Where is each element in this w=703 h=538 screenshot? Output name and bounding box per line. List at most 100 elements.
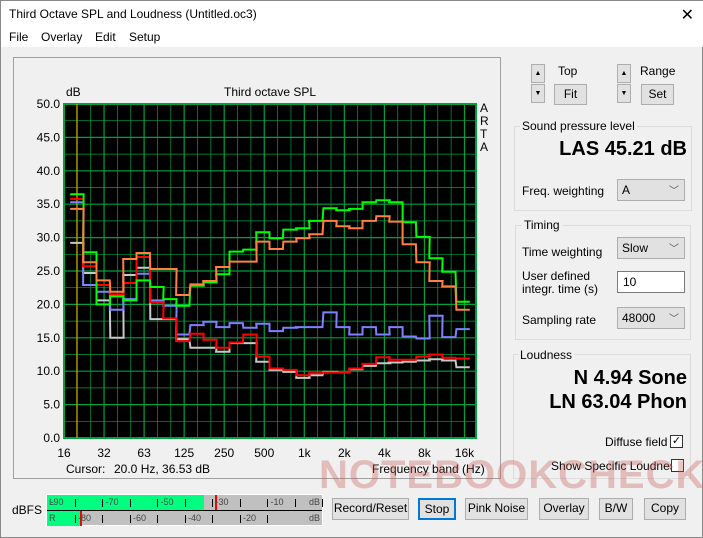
x-tick-label: 8k bbox=[418, 446, 432, 460]
right-channel-label: R bbox=[49, 513, 56, 523]
freq-weighting-label: Freq. weighting bbox=[522, 184, 605, 198]
close-icon[interactable]: ✕ bbox=[680, 7, 694, 24]
left-level-bar bbox=[47, 495, 204, 510]
y-tick-label: 10.0 bbox=[37, 364, 61, 378]
meter-tick-label: -50 bbox=[160, 497, 174, 507]
meter-tick bbox=[102, 515, 103, 523]
meter-tick bbox=[74, 499, 76, 507]
menu-file[interactable]: File bbox=[9, 30, 29, 44]
fit-button[interactable]: Fit bbox=[554, 84, 587, 105]
cursor-readout: 20.0 Hz, 36.53 dB bbox=[114, 462, 211, 476]
cursor-label: Cursor: bbox=[66, 462, 106, 476]
range-up-button[interactable]: ▲ bbox=[617, 64, 631, 83]
y-tick-label: 40.0 bbox=[37, 164, 61, 178]
sampling-rate-select[interactable]: 48000 ﹀ bbox=[617, 307, 685, 329]
meter-tick-label: -90 bbox=[50, 497, 64, 507]
y-tick-label: 15.0 bbox=[37, 331, 61, 345]
freq-weighting-select[interactable]: A ﹀ bbox=[617, 179, 685, 201]
meter-tick bbox=[184, 515, 186, 523]
meter-tick-label: -20 bbox=[243, 513, 257, 523]
set-button[interactable]: Set bbox=[641, 84, 674, 105]
stop-button[interactable]: Stop bbox=[418, 498, 456, 520]
meter-db-label: dB bbox=[309, 513, 321, 523]
timing-group bbox=[515, 225, 691, 340]
range-label: Range bbox=[640, 64, 676, 78]
menu-overlay[interactable]: Overlay bbox=[41, 30, 83, 44]
meter-tick bbox=[102, 499, 103, 507]
loudness-group-label: Loudness bbox=[518, 348, 575, 362]
top-label: Top bbox=[558, 64, 578, 78]
bw-button[interactable]: B/W bbox=[599, 498, 633, 520]
freq-weighting-value: A bbox=[622, 183, 631, 197]
meter-tick bbox=[184, 499, 186, 507]
time-weighting-select[interactable]: Slow ﹀ bbox=[617, 237, 685, 259]
meter-tick bbox=[267, 499, 268, 507]
x-tick-label: 250 bbox=[214, 446, 234, 460]
y-tick-label: 45.0 bbox=[37, 130, 61, 144]
range-down-button[interactable]: ▼ bbox=[617, 84, 631, 103]
x-tick-label: 16 bbox=[57, 446, 71, 460]
chart-title: Third octave SPL bbox=[224, 85, 317, 99]
loudness-phon: LN 63.04 Phon bbox=[549, 391, 687, 413]
meter-tick bbox=[239, 499, 241, 507]
meter-tick-label: -30 bbox=[215, 497, 229, 507]
loudness-sone: N 4.94 Sone bbox=[573, 367, 687, 389]
meter-tick-label: -60 bbox=[133, 513, 147, 523]
left-peak-marker bbox=[214, 495, 217, 510]
integ-time-label-2: integr. time (s) bbox=[522, 282, 599, 296]
record-reset-button[interactable]: Record/Reset bbox=[332, 498, 409, 520]
meter-tick-label: -80 bbox=[78, 513, 92, 523]
window-title: Third Octave SPL and Loudness (Untitled.… bbox=[9, 7, 257, 21]
notebookcheck-watermark: NOTEBOOKCHECK bbox=[319, 453, 703, 497]
meter-db-label: dB bbox=[309, 497, 321, 507]
meter-tick-label: -70 bbox=[105, 497, 119, 507]
las-value: LAS 45.21 dB bbox=[559, 138, 687, 160]
overlay-button[interactable]: Overlay bbox=[539, 498, 589, 520]
timing-group-label: Timing bbox=[522, 218, 562, 232]
menu-edit[interactable]: Edit bbox=[95, 30, 116, 44]
meter-tick bbox=[129, 499, 131, 507]
right-peak-marker bbox=[80, 511, 82, 526]
chart-panel: 0.0 5.0 10.0 15.0 20.0 25.0 30.0 35.0 40.0 45.0 50… bbox=[13, 57, 501, 479]
series-line-2 bbox=[70, 197, 470, 377]
x-tick-label: 4k bbox=[378, 446, 392, 460]
specific-loudness-checkbox[interactable] bbox=[671, 459, 684, 472]
x-tick-label: 1k bbox=[298, 446, 312, 460]
top-up-button[interactable]: ▲ bbox=[531, 64, 545, 83]
y-tick-label: 0.0 bbox=[43, 431, 60, 445]
copy-button[interactable]: Copy bbox=[644, 498, 686, 520]
right-level-bar bbox=[47, 511, 80, 526]
diffuse-field-label: Diffuse field bbox=[605, 435, 668, 449]
menu-setup[interactable]: Setup bbox=[129, 30, 161, 44]
y-tick-label: 5.0 bbox=[43, 398, 60, 412]
pink-noise-button[interactable]: Pink Noise bbox=[465, 498, 528, 520]
meter-tick bbox=[157, 515, 158, 523]
meter-tick-label: -40 bbox=[188, 513, 202, 523]
integ-time-input[interactable]: 10 bbox=[617, 271, 685, 293]
meter-divider bbox=[47, 510, 322, 511]
diffuse-field-checkbox[interactable]: ✓ bbox=[670, 435, 683, 448]
y-tick-label: 35.0 bbox=[37, 197, 61, 211]
x-tick-label: 125 bbox=[174, 446, 194, 460]
spl-group-label: Sound pressure level bbox=[520, 119, 637, 133]
x-tick-label: 500 bbox=[254, 446, 274, 460]
y-axis-label: dB bbox=[66, 85, 81, 99]
x-tick-label: 2k bbox=[338, 446, 352, 460]
series-line-3 bbox=[70, 193, 470, 307]
meter-tick bbox=[212, 515, 213, 523]
meter-tick bbox=[294, 499, 296, 507]
time-weighting-label: Time weighting bbox=[522, 245, 603, 259]
y-tick-label: 25.0 bbox=[37, 264, 61, 278]
title-bar: Third Octave SPL and Loudness (Untitled.… bbox=[1, 1, 703, 29]
sampling-rate-value: 48000 bbox=[622, 311, 656, 325]
x-tick-label: 32 bbox=[97, 446, 111, 460]
top-down-button[interactable]: ▼ bbox=[531, 84, 545, 103]
left-channel-label: L bbox=[49, 497, 55, 507]
arta-label: ARTA bbox=[480, 101, 489, 154]
chevron-down-icon: ﹀ bbox=[669, 314, 679, 325]
chevron-down-icon: ﹀ bbox=[669, 244, 679, 255]
meter-tick bbox=[267, 515, 268, 523]
meter-tick bbox=[74, 515, 76, 523]
y-tick-label: 20.0 bbox=[37, 297, 61, 311]
x-axis-label: Frequency band (Hz) bbox=[372, 462, 485, 476]
